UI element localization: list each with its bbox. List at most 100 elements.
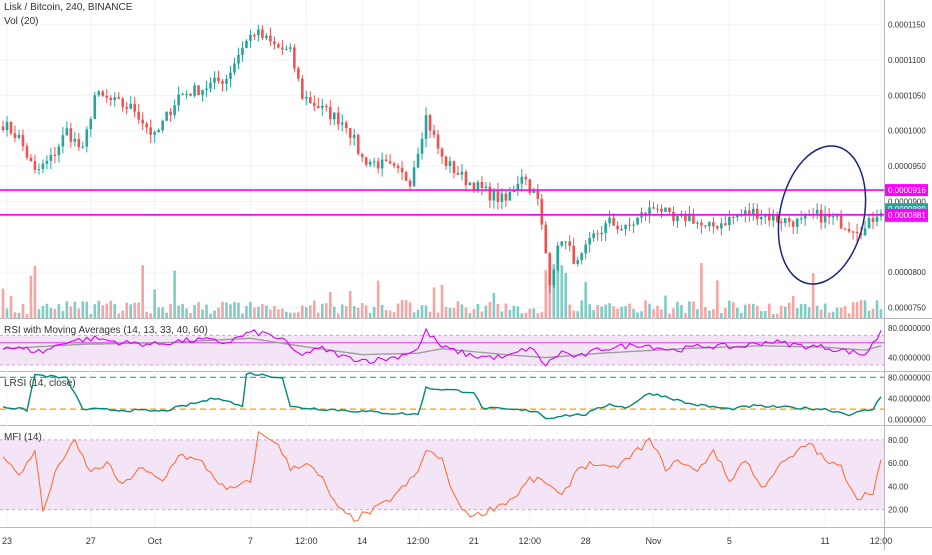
candle-body (843, 228, 847, 230)
volume-bar (835, 307, 839, 318)
volume-bar (45, 303, 49, 318)
volume-bar (855, 302, 859, 318)
candle-body (712, 222, 715, 227)
volume-bar (755, 305, 759, 318)
candle-body (588, 238, 591, 245)
candle-body (564, 241, 568, 243)
volume-bar (348, 291, 352, 318)
volume-bar (201, 309, 204, 318)
volume-bar (101, 305, 105, 318)
volume-bar (636, 312, 639, 318)
volume-bar (257, 306, 260, 318)
rsi-tick-label: 40.0000000 (888, 354, 931, 363)
volume-bar (612, 306, 615, 318)
volume-bar (293, 312, 296, 318)
candle-body (61, 135, 65, 147)
volume-bar (424, 305, 428, 318)
volume-bar (740, 312, 743, 318)
volume-bar (783, 306, 787, 318)
candle-body (819, 209, 823, 223)
volume-bar (336, 313, 340, 318)
candle-body (863, 228, 867, 236)
volume-bar (716, 280, 719, 318)
candle-body (181, 94, 184, 96)
candle-body (316, 106, 320, 109)
candle-body (736, 214, 739, 218)
candle-body (700, 222, 703, 226)
candle-body (17, 134, 21, 138)
volume-bar (620, 306, 623, 318)
candle-body (273, 41, 276, 45)
volume-bar (504, 303, 508, 318)
candle-body (855, 231, 859, 234)
volume-bar (879, 309, 883, 318)
candle-body (209, 82, 212, 89)
lrsi-tick-label: 0.0000000 (888, 416, 926, 425)
candle-body (420, 138, 424, 154)
volume-bar (392, 312, 396, 318)
volume-bar (508, 309, 512, 318)
volume-bar (544, 270, 548, 318)
candle-body (233, 63, 236, 73)
candle-body (875, 216, 879, 222)
volume-bar (823, 303, 827, 318)
volume-bar (660, 309, 663, 318)
lrsi-tick-label: 40.0000000 (888, 395, 931, 404)
volume-bar (245, 305, 248, 318)
volume-bar (688, 301, 691, 318)
candle-body (81, 146, 85, 148)
volume-bar (1, 288, 5, 318)
volume-bar (277, 309, 280, 318)
candle-body (580, 253, 583, 261)
volume-bar (771, 313, 775, 318)
candle-body (704, 225, 707, 227)
volume-bar (791, 296, 795, 318)
volume-bar (197, 302, 200, 318)
volume-bar (13, 312, 17, 318)
mfi-tick-label: 40.00 (888, 482, 909, 491)
mfi-tick-label: 80.00 (888, 436, 909, 445)
volume-bar (460, 304, 464, 318)
mfi-line (2, 431, 882, 523)
volume-bar (49, 307, 53, 318)
candle-body (400, 167, 404, 173)
candle-body (448, 161, 452, 166)
volume-bar (759, 311, 763, 318)
volume-bar (332, 306, 336, 318)
volume-bar (320, 303, 324, 318)
candle-body (432, 130, 436, 135)
candle-body (376, 161, 380, 169)
price-tick-label: 0.0000750 (888, 303, 926, 312)
candle-body (692, 213, 695, 224)
volume-bar (604, 304, 607, 318)
volume-bar (576, 311, 579, 318)
candle-body (73, 138, 77, 142)
volume-bar (53, 308, 57, 318)
candle-body (568, 241, 572, 246)
candle-body (245, 40, 248, 49)
volume-bar (592, 310, 595, 318)
price-marker-label-3: 0.0000881 (888, 211, 926, 220)
candle-body (624, 224, 627, 230)
candle-body (189, 94, 192, 96)
volume-bar (536, 313, 540, 318)
volume-bar (656, 305, 659, 318)
volume-bar (664, 295, 667, 318)
time-tick-label: 23 (2, 536, 12, 546)
candle-body (9, 121, 13, 134)
candle-body (185, 94, 188, 96)
volume-bar (209, 313, 212, 318)
candle-body (352, 135, 356, 138)
candle-body (452, 161, 456, 173)
candle-body (548, 253, 552, 286)
candle-body (25, 146, 29, 158)
volume-bar (97, 300, 101, 318)
candle-body (113, 97, 117, 101)
volume-bar (328, 292, 332, 318)
price-marker-box-3 (885, 208, 928, 221)
candle-body (121, 98, 125, 107)
volume-bar (420, 305, 424, 318)
volume-bar (500, 311, 504, 318)
